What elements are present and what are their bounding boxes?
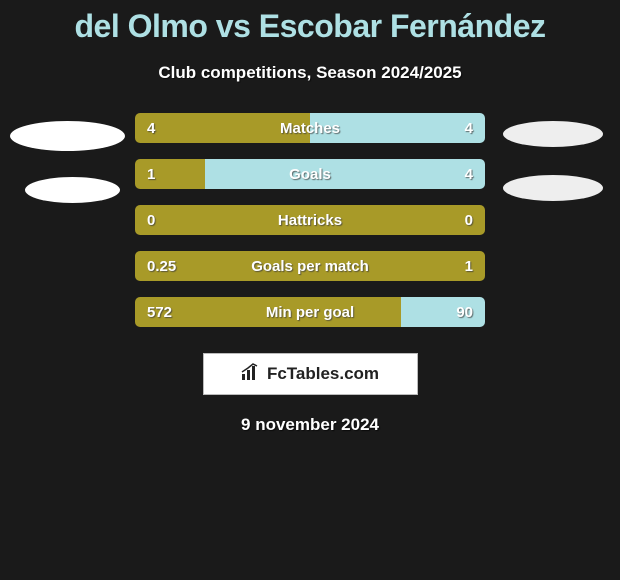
right-oval-2	[503, 175, 603, 201]
page-title: del Olmo vs Escobar Fernández	[75, 8, 546, 45]
left-player-badges	[7, 113, 127, 203]
bar-right-segment: 90	[401, 297, 485, 327]
bar-right-value: 1	[465, 258, 485, 275]
logo-text: FcTables.com	[267, 364, 379, 384]
bar-left-value: 572	[147, 304, 172, 321]
bar-row: 0.251Goals per match	[135, 251, 485, 281]
bar-row: 00Hattricks	[135, 205, 485, 235]
bar-left-value: 0	[147, 212, 155, 229]
chart-area: 44Matches14Goals00Hattricks0.251Goals pe…	[0, 113, 620, 327]
bar-row: 14Goals	[135, 159, 485, 189]
bar-left-segment: 1	[135, 159, 205, 189]
footer-logo: FcTables.com	[203, 353, 418, 395]
bar-left-segment: 572	[135, 297, 401, 327]
bar-right-segment: 4	[205, 159, 485, 189]
footer-date: 9 november 2024	[241, 415, 379, 435]
bar-right-value: 90	[456, 304, 473, 321]
right-player-badges	[493, 113, 613, 201]
bar-left-value: 4	[147, 120, 155, 137]
bar-left-segment: 00	[135, 205, 485, 235]
bar-right-value: 4	[465, 166, 473, 183]
comparison-infographic: del Olmo vs Escobar Fernández Club compe…	[0, 0, 620, 435]
bar-row: 57290Min per goal	[135, 297, 485, 327]
left-oval-2	[25, 177, 120, 203]
left-oval-1	[10, 121, 125, 151]
bar-row: 44Matches	[135, 113, 485, 143]
bar-left-value: 0.25	[147, 258, 176, 275]
bar-left-value: 1	[147, 166, 155, 183]
page-subtitle: Club competitions, Season 2024/2025	[158, 63, 461, 83]
bar-left-segment: 4	[135, 113, 310, 143]
bar-right-value: 4	[465, 120, 473, 137]
bar-right-segment: 4	[310, 113, 485, 143]
right-oval-1	[503, 121, 603, 147]
bar-chart-icon	[241, 363, 261, 386]
bar-right-value: 0	[465, 212, 485, 229]
comparison-bars: 44Matches14Goals00Hattricks0.251Goals pe…	[135, 113, 485, 327]
bar-left-segment: 0.25 1	[135, 251, 485, 281]
